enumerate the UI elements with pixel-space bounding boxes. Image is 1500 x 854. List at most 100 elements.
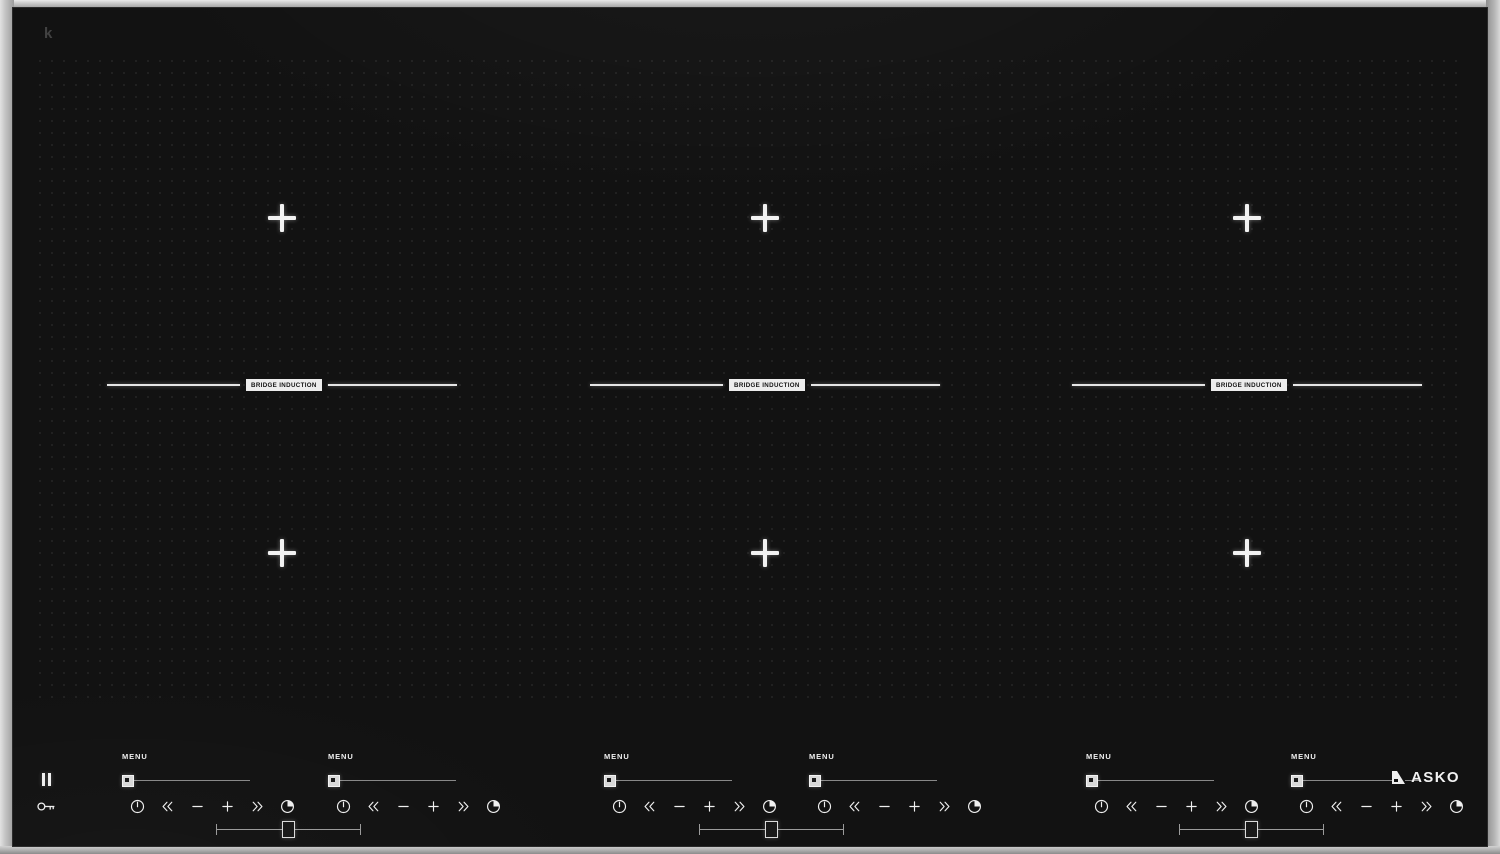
power-icon[interactable] <box>1086 797 1116 815</box>
minus-icon[interactable] <box>664 797 694 815</box>
zone-front-left-marker[interactable] <box>265 201 299 235</box>
bridge-ctl-center[interactable] <box>699 820 844 838</box>
frame-right-edge <box>1486 0 1500 854</box>
slider-track <box>328 779 456 781</box>
bridge-track-right <box>1258 828 1323 830</box>
power-icon[interactable] <box>328 797 358 815</box>
bridge-ctl-right[interactable] <box>1179 820 1324 838</box>
power-level-slider[interactable] <box>604 773 732 787</box>
plus-icon[interactable] <box>1381 797 1411 815</box>
asko-emblem-icon <box>1392 771 1406 784</box>
timer-icon[interactable] <box>478 797 508 815</box>
bridge-track-left <box>217 828 282 830</box>
burner-icon-row <box>604 797 784 815</box>
bridge-left: BRIDGE INDUCTION <box>107 376 457 394</box>
pause-button[interactable] <box>34 770 58 788</box>
burner-icon-row <box>328 797 508 815</box>
timer-icon[interactable] <box>754 797 784 815</box>
previous-icon[interactable] <box>634 797 664 815</box>
minus-icon[interactable] <box>182 797 212 815</box>
plus-icon[interactable] <box>1176 797 1206 815</box>
power-icon[interactable] <box>1291 797 1321 815</box>
menu-label: MENU <box>1291 752 1317 761</box>
next-icon[interactable] <box>448 797 478 815</box>
next-icon[interactable] <box>1206 797 1236 815</box>
slider-track <box>1086 779 1214 781</box>
bridge-line-left <box>1072 384 1205 386</box>
frame-left-edge <box>0 0 14 854</box>
glass-cooking-surface: k BRIDGE INDUCTION BRIDGE INDUCTION BRIDGE… <box>12 7 1488 847</box>
slider-handle[interactable] <box>1086 775 1098 787</box>
menu-label: MENU <box>604 752 630 761</box>
bridge-center: BRIDGE INDUCTION <box>590 376 940 394</box>
bridge-track-right <box>778 828 843 830</box>
next-icon[interactable] <box>724 797 754 815</box>
next-icon[interactable] <box>242 797 272 815</box>
bridge-bracket-right <box>1323 823 1324 835</box>
timer-icon[interactable] <box>1236 797 1266 815</box>
zone-rear-left-marker[interactable] <box>265 536 299 570</box>
previous-icon[interactable] <box>358 797 388 815</box>
zone-rear-right-marker[interactable] <box>1230 536 1264 570</box>
power-icon[interactable] <box>809 797 839 815</box>
previous-icon[interactable] <box>152 797 182 815</box>
timer-icon[interactable] <box>272 797 302 815</box>
plus-icon[interactable] <box>212 797 242 815</box>
power-level-slider[interactable] <box>328 773 456 787</box>
bridge-slider-handle[interactable] <box>765 820 778 838</box>
bridge-bracket-left <box>699 823 700 835</box>
bridge-bracket-right <box>360 823 361 835</box>
bridge-induction-label: BRIDGE INDUCTION <box>1211 378 1287 392</box>
power-level-slider[interactable] <box>122 773 250 787</box>
bridge-right: BRIDGE INDUCTION <box>1072 376 1422 394</box>
bridge-line-right <box>327 384 457 386</box>
slider-track <box>604 779 732 781</box>
next-icon[interactable] <box>929 797 959 815</box>
power-icon[interactable] <box>122 797 152 815</box>
minus-icon[interactable] <box>1146 797 1176 815</box>
control-panel: MENU MENU MENU MENU MENU MENU ASKO <box>34 721 1466 839</box>
bridge-slider-handle[interactable] <box>1245 820 1258 838</box>
zone-front-center-marker[interactable] <box>748 201 782 235</box>
zone-front-right-marker[interactable] <box>1230 201 1264 235</box>
plus-icon[interactable] <box>899 797 929 815</box>
menu-label: MENU <box>122 752 148 761</box>
slider-handle[interactable] <box>604 775 616 787</box>
slider-track <box>809 779 937 781</box>
key-lock-icon[interactable] <box>34 797 58 815</box>
menu-label: MENU <box>328 752 354 761</box>
slider-track <box>1291 779 1419 781</box>
zone-rear-center-marker[interactable] <box>748 536 782 570</box>
timer-icon[interactable] <box>1441 797 1471 815</box>
power-level-slider[interactable] <box>1291 773 1419 787</box>
bridge-track-left <box>700 828 765 830</box>
power-icon[interactable] <box>604 797 634 815</box>
bridge-ctl-left[interactable] <box>216 820 361 838</box>
next-icon[interactable] <box>1411 797 1441 815</box>
menu-label: MENU <box>1086 752 1112 761</box>
previous-icon[interactable] <box>839 797 869 815</box>
bridge-induction-label: BRIDGE INDUCTION <box>246 378 322 392</box>
previous-icon[interactable] <box>1116 797 1146 815</box>
plus-icon[interactable] <box>418 797 448 815</box>
slider-track <box>122 779 250 781</box>
slider-handle[interactable] <box>122 775 134 787</box>
bridge-line-right <box>1292 384 1422 386</box>
plus-icon[interactable] <box>694 797 724 815</box>
corner-brand-mark: k <box>44 25 53 42</box>
bridge-bracket-right <box>843 823 844 835</box>
bridge-slider-handle[interactable] <box>282 820 295 838</box>
slider-handle[interactable] <box>328 775 340 787</box>
timer-icon[interactable] <box>959 797 989 815</box>
minus-icon[interactable] <box>869 797 899 815</box>
slider-handle[interactable] <box>1291 775 1303 787</box>
power-level-slider[interactable] <box>1086 773 1214 787</box>
slider-handle[interactable] <box>809 775 821 787</box>
bridge-bracket-left <box>216 823 217 835</box>
minus-icon[interactable] <box>1351 797 1381 815</box>
power-level-slider[interactable] <box>809 773 937 787</box>
previous-icon[interactable] <box>1321 797 1351 815</box>
bridge-line-right <box>810 384 940 386</box>
menu-label: MENU <box>809 752 835 761</box>
minus-icon[interactable] <box>388 797 418 815</box>
